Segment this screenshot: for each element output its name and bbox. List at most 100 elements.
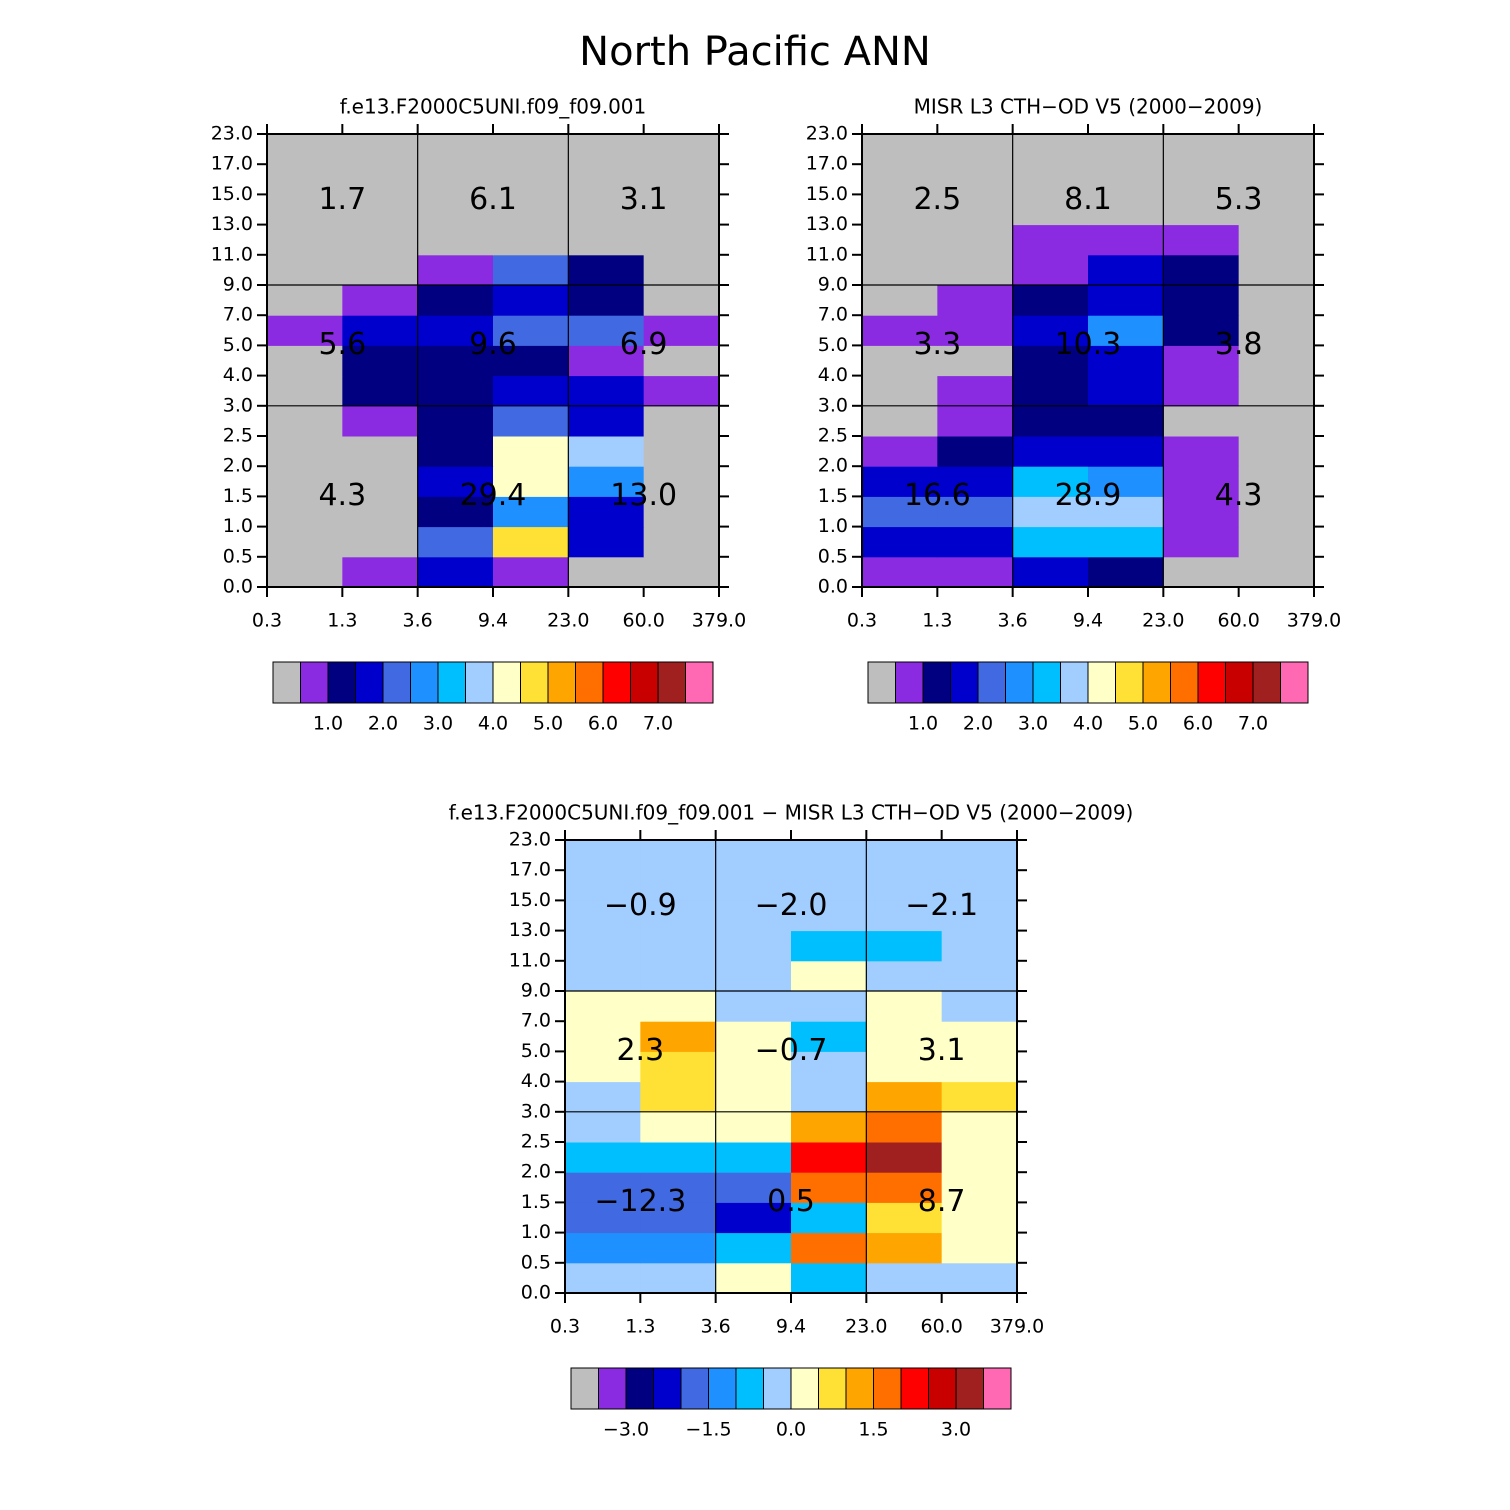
x-tick-label: 1.3 xyxy=(327,610,357,632)
cell xyxy=(791,1232,867,1264)
cell xyxy=(417,526,494,558)
cell xyxy=(941,1021,1018,1052)
cell xyxy=(417,285,494,316)
colorbar-tick-label: 3.0 xyxy=(941,1419,971,1441)
cell xyxy=(493,556,569,588)
colorbar-box xyxy=(300,661,329,704)
cell xyxy=(342,285,419,316)
cell xyxy=(1012,164,1089,195)
colorbar-box xyxy=(602,661,631,704)
cell xyxy=(715,960,792,992)
cell xyxy=(342,254,419,286)
y-tick-label: 1.0 xyxy=(223,515,253,537)
cell xyxy=(715,840,792,871)
cell xyxy=(493,526,569,558)
cell xyxy=(568,436,645,467)
cell xyxy=(791,991,867,1022)
cell xyxy=(640,1021,717,1052)
block-label: −2.0 xyxy=(755,888,828,923)
block-label: 2.3 xyxy=(616,1033,664,1068)
cell xyxy=(1238,194,1315,226)
cell xyxy=(1238,315,1315,346)
cell xyxy=(1238,224,1315,256)
cell xyxy=(342,466,419,497)
cell xyxy=(937,375,1014,407)
cell xyxy=(1238,466,1315,497)
colorbar-box xyxy=(625,1367,654,1410)
x-tick-label: 60.0 xyxy=(623,610,665,632)
cell xyxy=(493,496,569,528)
cell xyxy=(866,1232,943,1264)
cell xyxy=(493,375,569,407)
cell xyxy=(1088,556,1164,588)
colorbar-box xyxy=(272,661,301,704)
cell xyxy=(1163,194,1240,226)
cell xyxy=(862,556,938,588)
cell xyxy=(568,556,645,588)
colorbar-box xyxy=(922,661,951,704)
cell xyxy=(862,345,938,377)
cell xyxy=(941,1111,1018,1143)
cell xyxy=(1238,285,1315,316)
x-tick-label: 379.0 xyxy=(990,1316,1044,1338)
colorbar-tick-label: 3.0 xyxy=(1018,713,1048,735)
cell xyxy=(1088,315,1164,346)
cell xyxy=(866,840,943,871)
cell xyxy=(640,1202,717,1234)
cell xyxy=(1012,224,1089,256)
cell xyxy=(568,405,645,437)
cell xyxy=(941,900,1018,932)
block-label: −0.7 xyxy=(755,1033,828,1068)
cell xyxy=(342,315,419,346)
colorbar-box xyxy=(382,661,411,704)
colorbar-box xyxy=(1005,661,1034,704)
cell xyxy=(568,496,645,528)
x-tick-label: 3.6 xyxy=(403,610,433,632)
cell xyxy=(267,134,343,165)
cell xyxy=(791,1111,867,1143)
x-tick-label: 0.3 xyxy=(847,610,877,632)
colorbar-box xyxy=(895,661,924,704)
cell xyxy=(342,526,419,558)
y-tick-label: 2.5 xyxy=(223,425,253,447)
y-tick-label: 0.0 xyxy=(521,1282,551,1304)
y-tick-label: 13.0 xyxy=(211,213,253,235)
x-tick-label: 3.6 xyxy=(998,610,1028,632)
cell xyxy=(715,1111,792,1143)
cell xyxy=(791,1172,867,1203)
block-label: 29.4 xyxy=(460,478,527,513)
cell xyxy=(1163,345,1240,377)
cell xyxy=(342,496,419,528)
cell xyxy=(862,224,938,256)
block-label: 3.1 xyxy=(918,1033,966,1068)
cell xyxy=(1088,375,1164,407)
cell xyxy=(1012,315,1089,346)
y-tick-label: 17.0 xyxy=(806,153,848,175)
cell xyxy=(937,345,1014,377)
cell xyxy=(1088,194,1164,226)
colorbar-box xyxy=(818,1367,847,1410)
cell xyxy=(568,164,645,195)
y-tick-label: 7.0 xyxy=(818,304,848,326)
cell xyxy=(493,134,569,165)
colorbar-tick-label: 2.0 xyxy=(963,713,993,735)
cell xyxy=(1238,405,1315,437)
cell xyxy=(565,960,641,992)
cell xyxy=(643,556,720,588)
cell xyxy=(1238,496,1315,528)
cell xyxy=(643,134,720,165)
cell xyxy=(417,345,494,377)
cell xyxy=(643,436,720,467)
cell xyxy=(565,870,641,901)
cell xyxy=(791,900,867,932)
panel-title: MISR L3 CTH−OD V5 (2000−2009) xyxy=(914,95,1263,119)
block-label: 6.9 xyxy=(620,327,668,362)
colorbar-box xyxy=(983,1367,1012,1410)
cell xyxy=(862,375,938,407)
y-tick-label: 0.0 xyxy=(818,576,848,598)
cell xyxy=(937,405,1014,437)
cell xyxy=(565,1202,641,1234)
cell xyxy=(1163,134,1240,165)
block-label: 6.1 xyxy=(469,182,517,217)
y-tick-label: 23.0 xyxy=(211,123,253,145)
